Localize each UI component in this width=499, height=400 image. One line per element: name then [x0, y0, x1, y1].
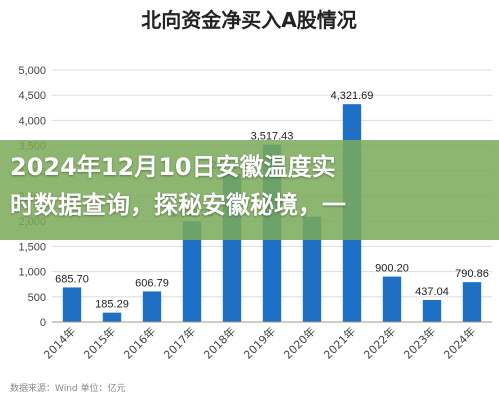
x-tick-label: 2016年 — [121, 324, 158, 361]
bar — [462, 282, 482, 322]
x-tick-label: 2020年 — [281, 324, 318, 361]
bar-value-label: 185.29 — [95, 299, 129, 311]
x-tick-label: 2017年 — [161, 324, 198, 361]
y-tick-label: 1,000 — [18, 267, 46, 279]
x-tick-label: 2015年 — [81, 324, 118, 361]
y-tick-label: 5,000 — [18, 65, 46, 77]
bar — [302, 216, 322, 322]
chart-title: 北向资金净买入A股情况 — [141, 8, 356, 32]
bar — [182, 221, 202, 322]
source-note: 数据来源：Wind 单位：亿元 — [10, 382, 125, 394]
bar — [62, 287, 82, 322]
bar-value-label: 685.70 — [55, 273, 89, 285]
x-tick-label: 2021年 — [321, 324, 358, 361]
headline-banner: 2024年12月10日安徽温度实 时数据查询，探秘安徽秘境，一 — [0, 140, 499, 240]
bar-value-label: 606.79 — [135, 277, 169, 289]
bar-value-label: 437.04 — [415, 286, 449, 298]
y-tick-label: 500 — [28, 292, 46, 304]
bar-value-label: 3,517.43 — [251, 131, 294, 143]
y-tick-label: 4,000 — [18, 115, 46, 127]
x-axis: 2014年 2015年 2016年 2017年 2018年 2019年 2020年 2021年… — [41, 321, 492, 362]
x-tick-label: 2019年 — [241, 324, 278, 361]
bar — [382, 276, 402, 322]
x-tick-label: 2014年 — [41, 324, 78, 361]
x-tick-label: 2022年 — [361, 324, 398, 361]
y-tick-label: 1,500 — [18, 241, 46, 253]
bar-value-label: 790.86 — [455, 268, 489, 280]
x-tick-label: 2024年 — [441, 324, 478, 361]
x-tick-label: 2023年 — [401, 324, 438, 361]
y-tick-label: 4,500 — [18, 90, 46, 102]
y-tick-label: 0 — [40, 317, 46, 329]
bar — [422, 299, 442, 322]
headline-line-2: 时数据查询，探秘安徽秘境，一 — [10, 191, 346, 219]
bar-value-label: 4,321.69 — [331, 90, 374, 102]
x-tick-label: 2018年 — [201, 324, 238, 361]
bar — [142, 291, 162, 322]
headline-text: 2024年12月10日安徽温度实 时数据查询，探秘安徽秘境，一 — [10, 148, 499, 224]
headline-line-1: 2024年12月10日安徽温度实 — [10, 153, 336, 181]
bar — [102, 312, 122, 322]
bar-value-label: 900.20 — [375, 263, 409, 275]
